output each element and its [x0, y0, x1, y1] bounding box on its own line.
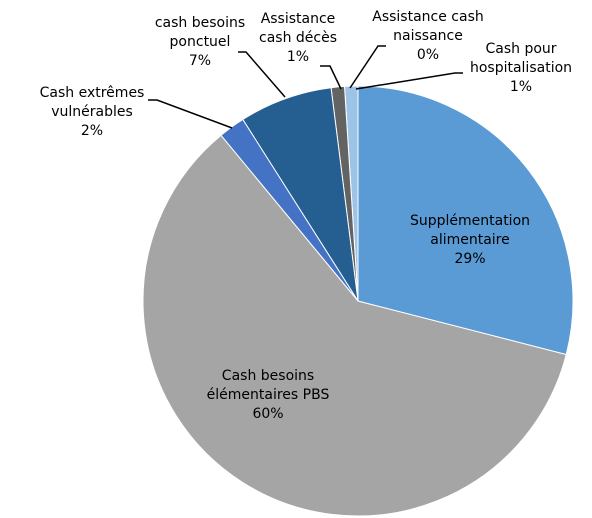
- pie-slice: [142, 134, 567, 517]
- slice-label: Cash besoins élémentaires PBS 60%: [188, 367, 348, 424]
- slice-name: Cash besoins élémentaires PBS: [206, 368, 330, 403]
- slice-label: Assistance cash naissance 0%: [363, 8, 493, 65]
- slice-value: 29%: [454, 251, 486, 267]
- slice-name: Supplémentation alimentaire: [409, 213, 531, 248]
- slice-value: 7%: [188, 53, 212, 69]
- slice-label: cash besoins ponctuel 7%: [145, 14, 255, 71]
- slice-name: Cash extrêmes vulnérables: [39, 85, 145, 120]
- slice-value: 1%: [509, 79, 533, 95]
- slice-name: Cash pour hospitalisation: [469, 41, 573, 76]
- slice-value: 60%: [252, 406, 284, 422]
- leader-lines: [148, 45, 463, 129]
- leader-line: [355, 72, 463, 90]
- slice-label: Assistance cash décès 1%: [248, 10, 348, 67]
- leader-line: [349, 45, 386, 89]
- slice-name: Assistance cash décès: [259, 11, 337, 46]
- slice-label: Supplémentation alimentaire 29%: [400, 212, 540, 269]
- leader-line: [238, 51, 286, 98]
- leader-line: [320, 65, 342, 90]
- leader-line: [148, 99, 233, 129]
- slice-value: 2%: [80, 123, 104, 139]
- slice-name: cash besoins ponctuel: [154, 15, 246, 50]
- slice-label: Cash pour hospitalisation 1%: [459, 40, 584, 97]
- pie-slice: [357, 85, 574, 356]
- slice-label: Cash extrêmes vulnérables 2%: [22, 84, 162, 141]
- slice-value: 1%: [286, 49, 310, 65]
- slice-name: Assistance cash naissance: [372, 9, 484, 44]
- slice-value: 0%: [416, 47, 440, 63]
